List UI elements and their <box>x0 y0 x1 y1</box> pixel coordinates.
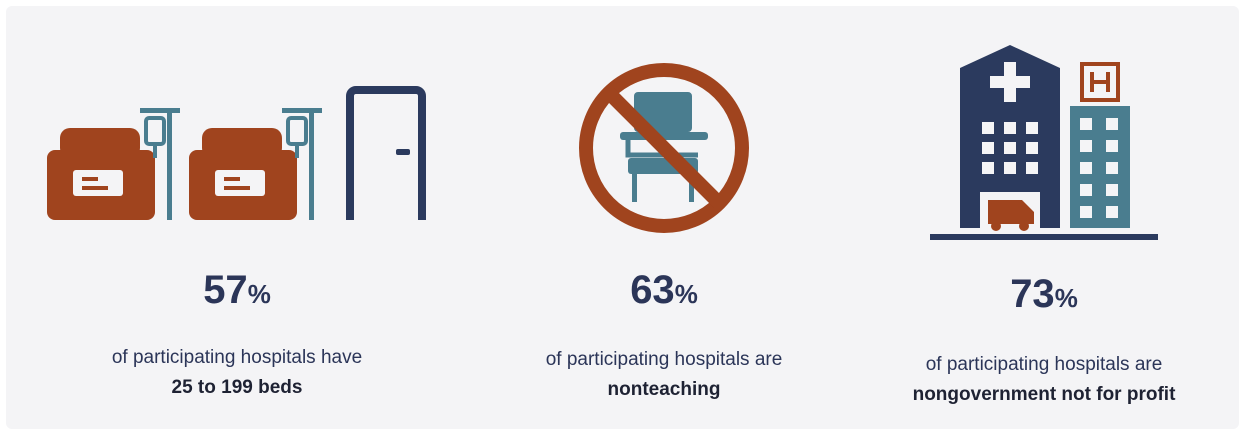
stat-emphasis: nongovernment not for profit <box>912 384 1176 405</box>
bed-icon <box>47 108 180 220</box>
stat-caption: of participating hospitals are <box>925 354 1163 375</box>
stat-value: 57% <box>37 268 437 313</box>
no-teaching-icon <box>579 63 749 233</box>
hospital-icon <box>930 45 1158 240</box>
stat-unit: % <box>674 279 698 309</box>
stat-number: 57 <box>203 268 248 312</box>
stat-value: 63% <box>464 268 864 313</box>
stat-caption: of participating hospitals are <box>545 349 783 370</box>
stat-number: 63 <box>630 268 675 312</box>
stat-value: 73% <box>844 272 1244 317</box>
door-icon <box>346 86 426 220</box>
bed-icon <box>189 108 322 220</box>
stat-caption: of participating hospitals have <box>111 347 363 368</box>
stat-unit: % <box>1054 283 1078 313</box>
stat-emphasis: nonteaching <box>607 379 721 400</box>
stat-unit: % <box>247 279 271 309</box>
stat-emphasis: 25 to 199 beds <box>171 377 303 398</box>
stat-number: 73 <box>1010 272 1055 316</box>
